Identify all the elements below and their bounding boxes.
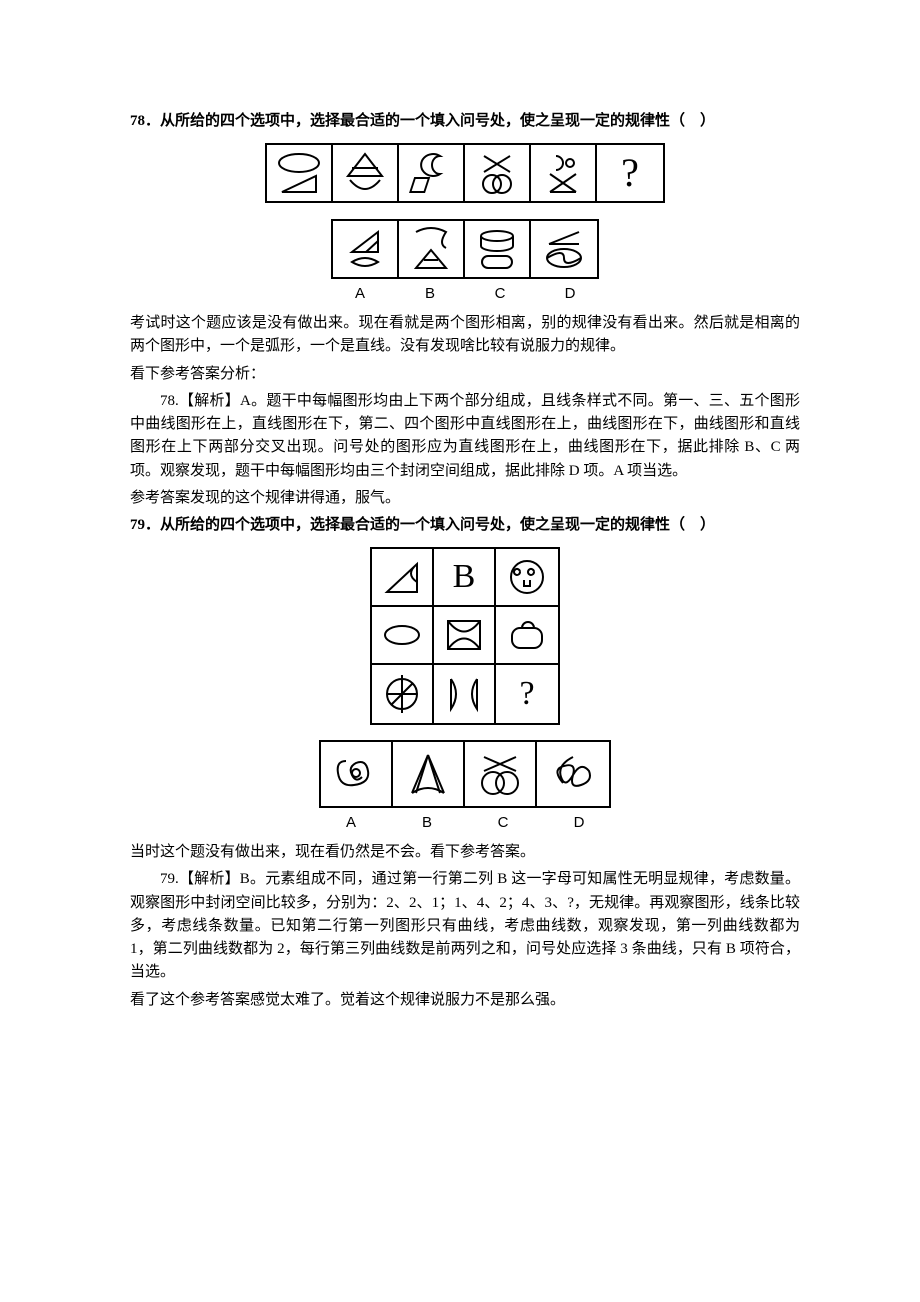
- q78-opt-labels: A B C D: [325, 282, 605, 305]
- q78-cell-2: [333, 145, 399, 201]
- q78-cell-3: [399, 145, 465, 201]
- q78-commentary-1: 考试时这个题应该是没有做出来。现在看就是两个图形相离，别的规律没有看出来。然后就…: [130, 312, 800, 359]
- q79-grid: B: [370, 547, 560, 725]
- q78-cell-qmark: ?: [597, 145, 663, 201]
- q78-explain: 78.【解析】A。题干中每幅图形均由上下两个部分组成，且线条样式不同。第一、三、…: [130, 390, 800, 483]
- q79-c21: [372, 607, 434, 665]
- opt-label-c-2: C: [465, 811, 541, 834]
- opt-label-b: B: [395, 282, 465, 305]
- opt-label-a: A: [325, 282, 395, 305]
- opt-label-d-2: D: [541, 811, 617, 834]
- q78-opt-d: [531, 221, 597, 277]
- q79-c13: [496, 549, 558, 607]
- q79-opt-b: [393, 742, 465, 806]
- opt-label-d: D: [535, 282, 605, 305]
- qmark-text: ?: [621, 153, 639, 193]
- q79-c12: B: [434, 549, 496, 607]
- q79-c32: [434, 665, 496, 723]
- opt-label-c: C: [465, 282, 535, 305]
- q79-opt-c: [465, 742, 537, 806]
- document-page: 78．从所给的四个选项中，选择最合适的一个填入问号处，使之呈现一定的规律性（ ）: [0, 0, 920, 1302]
- q79-opt-a: [321, 742, 393, 806]
- q79-commentary-2: 看了这个参考答案感觉太难了。觉着这个规律说服力不是那么强。: [130, 989, 800, 1012]
- q78-cell-1: [267, 145, 333, 201]
- q79-c33-qmark: ?: [496, 665, 558, 723]
- q78-cell-5: [531, 145, 597, 201]
- q78-opt-a: [333, 221, 399, 277]
- q79-commentary-1: 当时这个题没有做出来，现在看仍然是不会。看下参考答案。: [130, 841, 800, 864]
- q78-title: 78．从所给的四个选项中，选择最合适的一个填入问号处，使之呈现一定的规律性（ ）: [130, 110, 800, 133]
- q78-options-row: [331, 219, 599, 279]
- q78-figure: ?: [130, 143, 800, 306]
- q79-options-row: [319, 740, 611, 808]
- q78-commentary-3: 参考答案发现的这个规律讲得通，服气。: [130, 487, 800, 510]
- b-letter: B: [453, 551, 476, 604]
- q79-figure: B: [130, 547, 800, 835]
- q78-stem-row: ?: [265, 143, 665, 203]
- qmark-text-2: ?: [519, 677, 534, 711]
- q79-opt-d: [537, 742, 609, 806]
- q79-title: 79．从所给的四个选项中，选择最合适的一个填入问号处，使之呈现一定的规律性（ ）: [130, 514, 800, 537]
- opt-label-b-2: B: [389, 811, 465, 834]
- opt-label-a-2: A: [313, 811, 389, 834]
- q79-opt-labels: A B C D: [313, 811, 617, 834]
- q78-cell-4: [465, 145, 531, 201]
- q79-explain: 79.【解析】B。元素组成不同，通过第一行第二列 B 这一字母可知属性无明显规律…: [130, 868, 800, 984]
- q79-c31: [372, 665, 434, 723]
- q78-opt-b: [399, 221, 465, 277]
- q79-c11: [372, 549, 434, 607]
- q79-c22: [434, 607, 496, 665]
- q78-commentary-2: 看下参考答案分析：: [130, 363, 800, 386]
- q79-c23: [496, 607, 558, 665]
- q78-opt-c: [465, 221, 531, 277]
